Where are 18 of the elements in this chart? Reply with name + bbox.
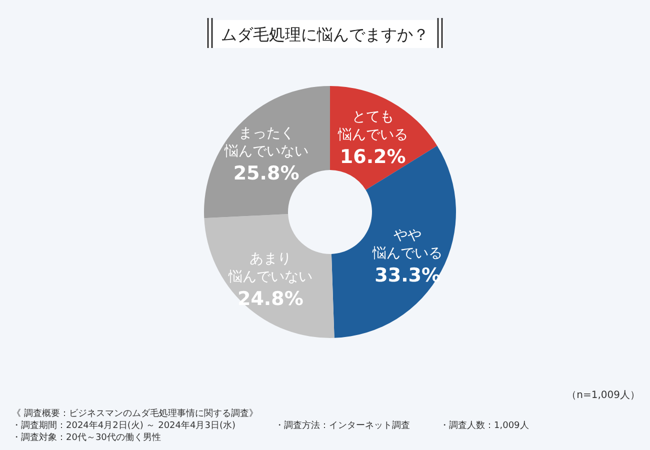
text: 《 調査概要：ビジネスマンのムダ毛処理事情に関する調査》	[12, 408, 258, 419]
slice-label: とても悩んでいる	[336, 109, 408, 144]
text: （n=1,009人）	[566, 390, 640, 401]
slice-label: やや悩んでいる	[372, 228, 443, 262]
donut-slice	[204, 86, 330, 218]
slice-label: まったく悩んでいない	[223, 125, 308, 160]
data-label: 16.2%	[340, 146, 406, 168]
donut-slice	[204, 214, 334, 338]
donut-slice	[331, 146, 456, 338]
data-label: 25.8%	[233, 162, 300, 184]
text: ・調査対象：20代～30代の働く男性	[12, 432, 161, 443]
slice-label: あまり悩んでいない	[227, 250, 312, 285]
chart-title: ムダ毛処理に悩んでますか？	[221, 25, 429, 44]
data-label: 24.8%	[237, 288, 304, 310]
data-label: 33.3%	[374, 264, 441, 287]
text: ・調査人数：1,009人	[440, 420, 529, 431]
text: ・調査期間：2024年4月2日(火) ～ 2024年4月3日(水)	[12, 420, 236, 431]
text: ・調査方法：インターネット調査	[275, 420, 410, 431]
